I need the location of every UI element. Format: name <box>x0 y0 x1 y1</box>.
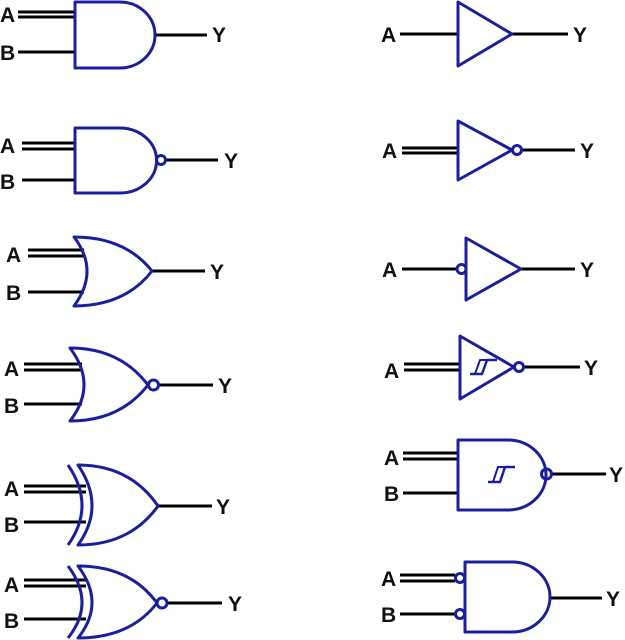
xnor-gate-input-a-label: A <box>4 574 19 597</box>
nand-gate-input-a-label: A <box>0 135 15 158</box>
buffer-input-a-label: A <box>381 24 396 47</box>
and-gate: A B Y <box>0 0 226 70</box>
buffer-gate: A Y <box>381 0 587 68</box>
or-gate-input-b-label: B <box>6 282 21 305</box>
xor-gate: A B Y <box>4 463 230 547</box>
nor-gate-input-b-label: B <box>4 395 19 418</box>
inverted-buffer-output-label: Y <box>580 259 594 282</box>
schmitt-nand-input-a-label: A <box>384 447 399 470</box>
nor-gate-output-label: Y <box>218 375 232 398</box>
schmitt-nand-output-label: Y <box>609 464 623 487</box>
xnor-gate: A B Y <box>4 564 242 640</box>
buffer-output-label: Y <box>573 24 587 47</box>
nand-gate: A B Y <box>0 126 238 195</box>
xor-gate-output-label: Y <box>216 496 230 519</box>
inverted-input-and-gate: A B Y <box>381 560 620 634</box>
xnor-gate-input-b-label: B <box>4 610 19 633</box>
inverted-input-buffer: A Y <box>382 236 594 302</box>
xor-gate-input-b-label: B <box>4 514 19 537</box>
schmitt-inverter-input-a-label: A <box>384 360 399 383</box>
inverted-and-output-label: Y <box>606 588 620 611</box>
inverted-and-input-a-label: A <box>381 568 396 591</box>
or-gate-input-a-label: A <box>6 244 21 267</box>
not-gate-output-label: Y <box>580 140 594 163</box>
xnor-gate-output-label: Y <box>228 593 242 616</box>
schmitt-nand-input-b-label: B <box>384 483 399 506</box>
inverted-and-input-b-label: B <box>381 604 396 627</box>
schmitt-trigger-inverter: A Y <box>384 334 598 401</box>
nor-gate: A B Y <box>4 346 232 423</box>
or-gate-output-label: Y <box>210 261 224 284</box>
not-gate: A Y <box>382 119 594 182</box>
nand-gate-output-label: Y <box>224 150 238 173</box>
and-gate-output-label: Y <box>212 24 226 47</box>
and-gate-input-b-label: B <box>0 42 15 65</box>
inverted-buffer-input-a-label: A <box>382 259 397 282</box>
or-gate: A B Y <box>6 235 224 308</box>
schmitt-inverter-output-label: Y <box>584 357 598 380</box>
and-gate-input-a-label: A <box>0 4 15 27</box>
not-gate-input-a-label: A <box>382 140 397 163</box>
nor-gate-input-a-label: A <box>4 358 19 381</box>
xor-gate-input-a-label: A <box>4 478 19 501</box>
nand-gate-input-b-label: B <box>0 171 15 194</box>
schmitt-trigger-nand-gate: A B Y <box>384 438 623 512</box>
